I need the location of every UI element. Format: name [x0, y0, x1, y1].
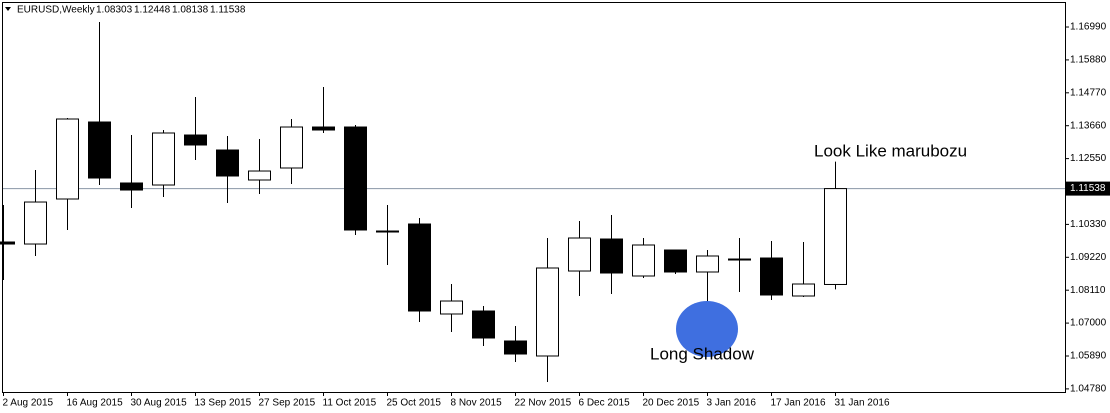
plot-frame — [2, 2, 1066, 393]
x-tick-label: 16 Aug 2015 — [67, 398, 124, 409]
candle-body — [696, 255, 719, 273]
x-tick-label: 22 Nov 2015 — [515, 398, 572, 409]
highlight-ellipse — [676, 301, 738, 357]
candle-body — [536, 267, 559, 357]
candle-body — [408, 223, 431, 312]
candle-body — [152, 132, 175, 186]
candle-body — [792, 283, 815, 297]
x-tick-label: 13 Sep 2015 — [195, 398, 252, 409]
y-tick-label: 1.15880 — [1070, 55, 1107, 66]
y-tick-label: 1.12550 — [1070, 153, 1107, 164]
y-tick-label: 1.05890 — [1070, 351, 1107, 362]
x-tick-label: 25 Oct 2015 — [387, 398, 442, 409]
header-open: 1.08303 — [96, 5, 133, 16]
candle-body — [0, 241, 15, 245]
x-tick-label: 3 Jan 2016 — [707, 398, 757, 409]
x-tick-label: 8 Nov 2015 — [451, 398, 503, 409]
candle-body — [120, 182, 143, 191]
candle-body — [344, 126, 367, 231]
candle-body — [824, 188, 847, 285]
header-close: 1.11538 — [210, 5, 246, 16]
current-price-box — [1066, 181, 1110, 196]
candle-body — [88, 121, 111, 179]
candle-body — [56, 118, 79, 200]
y-tick-label: 1.04780 — [1070, 384, 1107, 395]
x-tick-label: 11 Oct 2015 — [323, 398, 377, 409]
candle-body — [216, 149, 239, 177]
y-tick-label: 1.10330 — [1070, 219, 1107, 230]
candle-body — [440, 300, 463, 315]
x-tick-label: 31 Jan 2016 — [835, 398, 890, 409]
x-tick-label: 2 Aug 2015 — [3, 398, 54, 409]
candle-body — [280, 126, 303, 169]
x-tick-label: 30 Aug 2015 — [131, 398, 188, 409]
candle-body — [568, 237, 591, 272]
candle-body — [728, 258, 751, 261]
x-tick-label: 20 Dec 2015 — [643, 398, 700, 409]
y-tick-label: 1.08110 — [1070, 285, 1106, 296]
chart-title: EURUSD,Weekly — [17, 5, 95, 16]
x-tick-label: 6 Dec 2015 — [579, 398, 631, 409]
annotation: Long Shadow — [650, 344, 755, 363]
candle-body — [248, 170, 271, 181]
x-tick-label: 27 Sep 2015 — [259, 398, 316, 409]
candle-body — [312, 126, 335, 131]
y-tick-label: 1.09220 — [1070, 252, 1107, 263]
menu-triangle — [5, 7, 11, 11]
candle-body — [632, 244, 655, 277]
x-tick-label: 17 Jan 2016 — [771, 398, 826, 409]
candle-body — [504, 340, 527, 355]
y-tick-label: 1.16990 — [1070, 22, 1107, 33]
candle-body — [472, 310, 495, 339]
y-tick-label: 1.07000 — [1070, 318, 1107, 329]
candle-body — [184, 134, 207, 146]
candle-body — [664, 249, 687, 273]
candle-body — [600, 238, 623, 274]
header-high: 1.12448 — [134, 5, 171, 16]
candle-body — [24, 201, 47, 245]
annotation: Look Like marubozu — [814, 141, 967, 160]
candle-body — [376, 230, 399, 233]
header-low: 1.08138 — [172, 5, 209, 16]
candle-body — [760, 257, 783, 296]
y-tick-label: 1.13660 — [1070, 120, 1107, 131]
y-tick-label: 1.14770 — [1070, 87, 1107, 98]
current-price-label: 1.11538 — [1070, 183, 1106, 194]
